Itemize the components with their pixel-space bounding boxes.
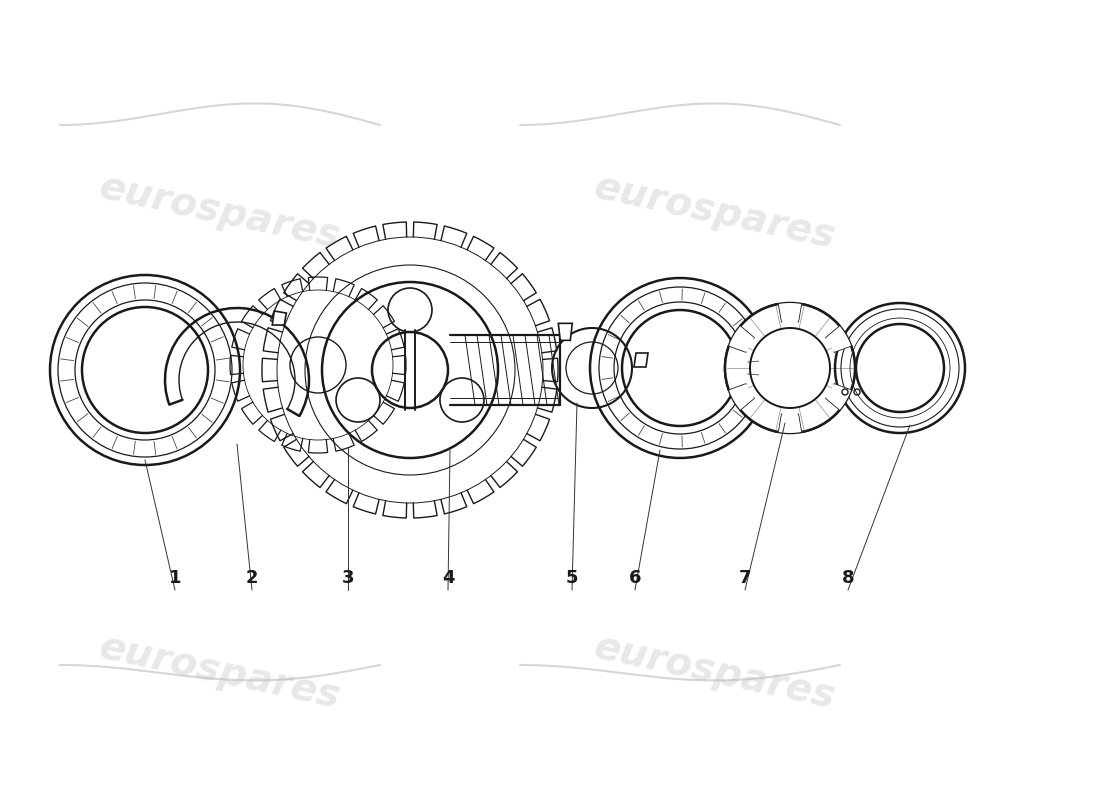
Text: eurospares: eurospares <box>96 168 344 256</box>
Text: eurospares: eurospares <box>96 628 344 716</box>
Text: eurospares: eurospares <box>591 168 839 256</box>
Text: 2: 2 <box>245 569 258 587</box>
Polygon shape <box>779 414 801 433</box>
Polygon shape <box>729 326 754 352</box>
Polygon shape <box>826 326 851 352</box>
Polygon shape <box>559 323 572 340</box>
Polygon shape <box>634 353 648 367</box>
Circle shape <box>725 303 855 433</box>
Text: 3: 3 <box>342 569 354 587</box>
Polygon shape <box>779 303 801 322</box>
Text: eurospares: eurospares <box>591 628 839 716</box>
Polygon shape <box>729 384 754 410</box>
Text: 5: 5 <box>565 569 579 587</box>
Text: 4: 4 <box>442 569 454 587</box>
Text: 8: 8 <box>842 569 855 587</box>
Polygon shape <box>826 384 851 410</box>
Text: 1: 1 <box>168 569 182 587</box>
Text: 6: 6 <box>629 569 641 587</box>
Polygon shape <box>273 311 286 325</box>
Text: 7: 7 <box>739 569 751 587</box>
